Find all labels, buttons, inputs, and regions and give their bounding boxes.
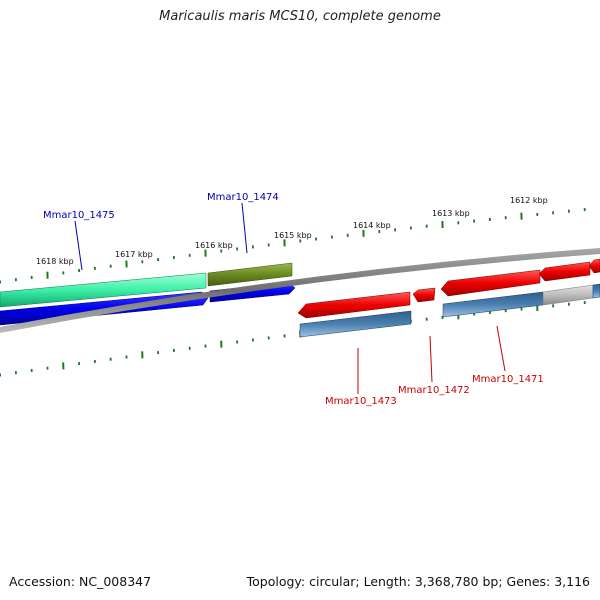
gene-label-mmar10-1472[interactable]: Mmar10_1472 <box>398 385 470 396</box>
gene-label-mmar10-1471[interactable]: Mmar10_1471 <box>472 374 544 385</box>
tick-label-1614: 1614 kbp <box>353 221 391 230</box>
cds-mmar10-1471-steel[interactable] <box>442 291 544 318</box>
cds-steel-right[interactable] <box>592 283 600 299</box>
gene-label-mmar10-1474[interactable]: Mmar10_1474 <box>207 192 279 203</box>
leader-mmar10-1475 <box>74 220 83 271</box>
leader-mmar10-1471 <box>496 325 506 372</box>
cds-red-right-2[interactable] <box>588 258 600 274</box>
gene-label-mmar10-1475[interactable]: Mmar10_1475 <box>43 210 115 221</box>
tick-labels: 1618 kbp 1617 kbp 1616 kbp 1615 kbp 1614… <box>36 196 548 266</box>
gene-labels: Mmar10_1475 Mmar10_1474 Mmar10_1473 Mmar… <box>43 192 544 407</box>
tick-label-1617: 1617 kbp <box>115 250 153 259</box>
tick-label-1615: 1615 kbp <box>274 231 312 240</box>
gene-label-mmar10-1473[interactable]: Mmar10_1473 <box>325 396 397 407</box>
cds-red-right-1[interactable] <box>538 261 591 282</box>
red-cds-row <box>297 258 600 319</box>
genome-summary-text: Topology: circular; Length: 3,368,780 bp… <box>246 574 590 589</box>
gene-leader-lines <box>74 202 506 394</box>
leader-mmar10-1474 <box>241 202 248 254</box>
genome-backbone <box>0 248 600 333</box>
cds-mmar10-1471-red[interactable] <box>440 269 541 297</box>
forward-cds-row <box>0 262 293 308</box>
cds-mmar10-1473-red[interactable] <box>297 291 411 319</box>
outer-tick-marks <box>0 208 586 284</box>
tick-label-1618: 1618 kbp <box>36 257 74 266</box>
tick-label-1613: 1613 kbp <box>432 209 470 218</box>
accession-text: Accession: NC_008347 <box>9 574 152 589</box>
cds-mmar10-1472-red[interactable] <box>412 287 436 303</box>
steel-cds-row <box>299 283 600 338</box>
page-title: Maricaulis maris MCS10, complete genome <box>159 9 441 24</box>
tick-label-1616: 1616 kbp <box>195 241 233 250</box>
cds-mmar10-1474-forward[interactable] <box>207 262 293 287</box>
cds-mmar10-1473-steel[interactable] <box>299 310 412 338</box>
tick-label-1612: 1612 kbp <box>510 196 548 205</box>
leader-mmar10-1472 <box>429 335 433 383</box>
cds-mmar10-1475-forward[interactable] <box>0 272 207 308</box>
